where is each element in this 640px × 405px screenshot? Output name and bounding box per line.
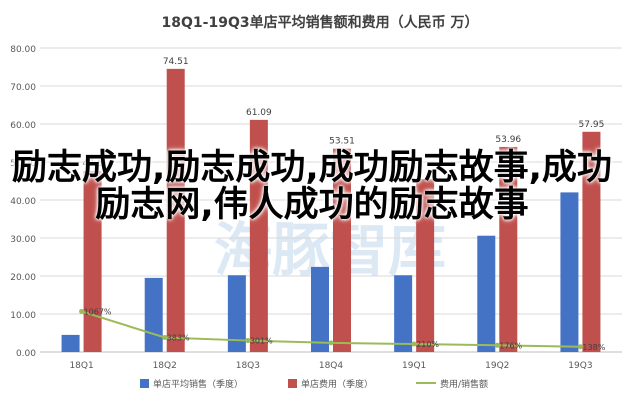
y-tick-label: 70.00: [10, 83, 36, 93]
y-tick-label: 10.00: [10, 311, 36, 321]
line-point: [79, 308, 85, 314]
legend-swatch: [288, 379, 297, 388]
bar: [416, 179, 435, 352]
watermark-text: 海豚智库: [214, 216, 446, 284]
legend: 单店平均销售（季度） 单店费用（季度） 费用/销售额: [140, 378, 488, 390]
bar: [499, 146, 518, 352]
line-data-label: 301%: [250, 337, 273, 346]
line-point: [577, 344, 583, 350]
data-label: 53.96: [495, 135, 521, 145]
bar: [61, 334, 80, 352]
x-tick-label: 19Q3: [568, 361, 592, 371]
x-tick-label: 18Q4: [319, 361, 344, 371]
legend-label: 单店费用（季度）: [301, 378, 373, 390]
line-point: [411, 341, 417, 347]
y-tick-label: 50.00: [10, 159, 36, 169]
bars-layer: [61, 68, 601, 352]
y-tick-label: 20.00: [10, 273, 36, 283]
x-tick-label: 18Q1: [69, 361, 93, 371]
data-label: 57.95: [579, 120, 605, 130]
line-point: [328, 340, 334, 346]
line-point: [494, 342, 500, 348]
bar: [311, 266, 329, 352]
grid-layer: 0.00 10.00 20.00 30.00 40.00 50.00 60.00 70.00 8…: [10, 45, 622, 371]
y-tick-label: 40.00: [10, 197, 36, 207]
x-tick-label: 19Q2: [485, 361, 509, 371]
x-tick-label: 18Q3: [236, 361, 260, 371]
legend-swatch: [140, 379, 149, 388]
bar: [83, 171, 102, 352]
bar: [560, 192, 579, 352]
bar: [144, 277, 163, 352]
bar: [582, 131, 601, 352]
data-label: 47.6: [83, 159, 103, 169]
line-data-label: 176%: [499, 341, 522, 350]
bar: [227, 275, 246, 352]
x-tick-label: 18Q2: [153, 361, 177, 371]
bar: [166, 68, 185, 352]
chart-title: 18Q1-19Q3单店平均销售额和费用（人民币 万）: [162, 14, 479, 31]
line-point: [245, 338, 251, 344]
y-tick-label: 0.00: [16, 349, 36, 359]
data-label: 53.51: [329, 137, 355, 147]
line-data-label: 138%: [582, 343, 605, 352]
legend-label: 费用/销售额: [440, 378, 488, 390]
y-tick-label: 60.00: [10, 121, 36, 131]
legend-label: 单店平均销售（季度）: [153, 378, 243, 390]
y-tick-label: 80.00: [10, 45, 36, 55]
bar: [333, 148, 351, 352]
data-label: 74.51: [163, 57, 189, 67]
y-tick-label: 30.00: [10, 235, 36, 245]
line-data-label: 1067%: [84, 307, 112, 316]
line-data-label: 210%: [416, 340, 439, 349]
labels-layer: 47.6 74.51 61.09 53.51 53.96 57.95 1067% 383% 30…: [83, 57, 606, 352]
data-label: 61.09: [246, 108, 272, 118]
bar: [477, 235, 496, 352]
line-layer: [79, 308, 583, 350]
bar: [249, 119, 268, 352]
bar: [394, 275, 413, 352]
line-data-label: 383%: [167, 333, 190, 342]
x-tick-label: 19Q1: [402, 361, 426, 371]
overlay-caption: 励志成功,励志成功,成功励志故事,成功励志网,伟人成功的励志故事: [12, 148, 612, 225]
line-point: [162, 334, 168, 340]
